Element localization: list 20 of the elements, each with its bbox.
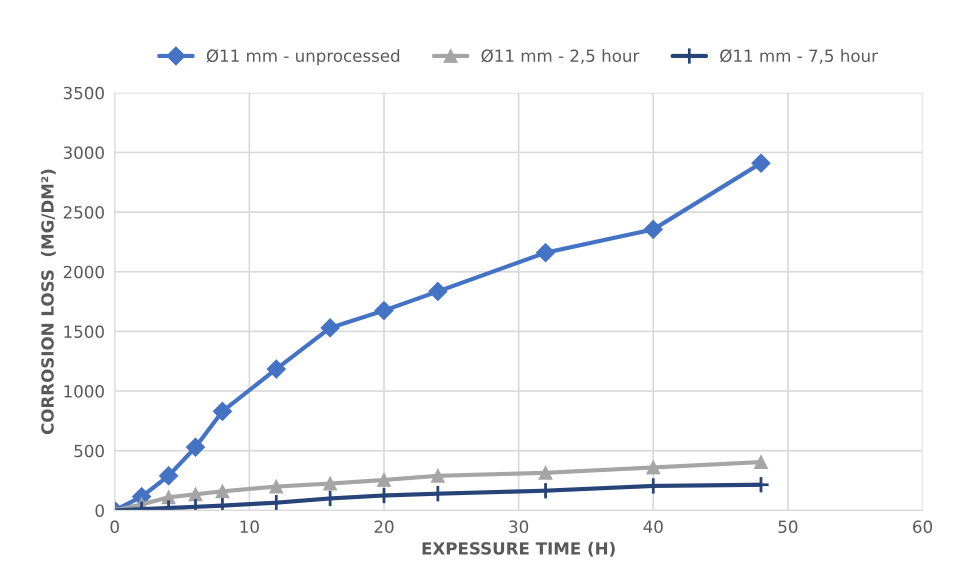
x-tick-label: 50 xyxy=(778,520,798,534)
legend-label: Ø11 mm - 2,5 hour xyxy=(481,49,640,64)
x-tick-label: 0 xyxy=(110,520,119,534)
legend-label: Ø11 mm - unprocessed xyxy=(206,49,400,66)
legend-label: Ø11 mm - 7,5 hour xyxy=(720,49,878,64)
x-tick-label: 60 xyxy=(913,520,932,534)
x-axis-title: EXPESSURE TIME (H) xyxy=(422,542,615,557)
y-tick-label: 2000 xyxy=(64,266,104,278)
x-tick-label: 30 xyxy=(509,520,528,534)
x-tick-label: 20 xyxy=(374,520,394,534)
y-tick-label: 1000 xyxy=(64,385,104,398)
y-tick-label: 1500 xyxy=(64,325,104,338)
y-tick-label: 2500 xyxy=(64,206,104,219)
y-tick-label: 500 xyxy=(74,444,104,458)
y-axis-title: CORROSION LOSS (MG/DM²) xyxy=(40,170,56,434)
y-tick-label: 3500 xyxy=(64,86,104,100)
y-tick-label: 3000 xyxy=(64,146,104,160)
y-tick-label: 0 xyxy=(95,504,104,517)
x-tick-label: 40 xyxy=(643,520,663,534)
x-tick-label: 10 xyxy=(240,520,259,534)
